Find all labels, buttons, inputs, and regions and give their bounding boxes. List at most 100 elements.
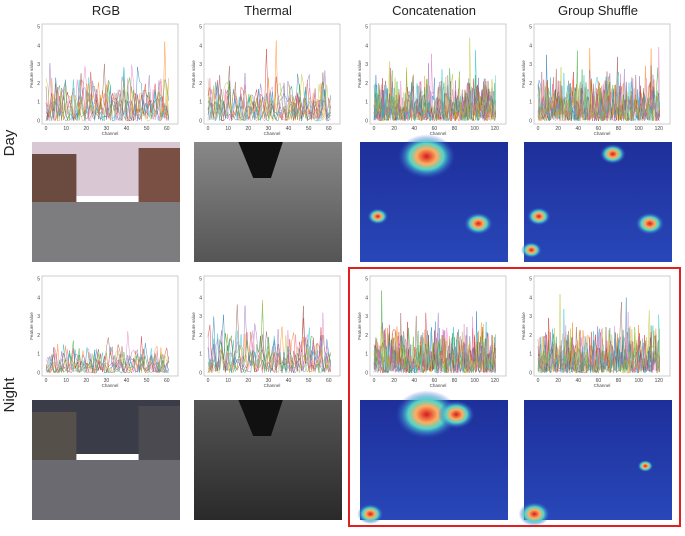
x-tick-label: 60: [326, 126, 332, 132]
y-tick-label: 1: [199, 352, 202, 358]
scene-image: [32, 400, 180, 520]
scene-image: [357, 390, 508, 524]
hot-spot: [398, 134, 456, 179]
x-tick-label: 10: [63, 126, 69, 132]
y-tick-label: 4: [365, 43, 368, 49]
y-tick-label: 2: [365, 81, 368, 87]
y-tick-label: 4: [37, 43, 40, 49]
x-tick-label: 30: [104, 378, 110, 384]
y-tick-label: 3: [529, 62, 532, 68]
hot-spot: [599, 144, 626, 164]
y-tick-label: 2: [365, 333, 368, 339]
x-tick-label: 20: [83, 378, 89, 384]
dark-sky: [238, 400, 283, 436]
y-tick-label: 1: [37, 352, 40, 358]
column-header: Group Shuffle: [558, 3, 638, 18]
x-tick-label: 40: [575, 378, 581, 384]
feature-trace: [373, 312, 496, 374]
feature-trace: [207, 305, 331, 374]
y-tick-label: 3: [365, 62, 368, 68]
heatmap: [524, 400, 672, 520]
x-tick-label: 50: [144, 126, 150, 132]
y-axis-label: Feature value: [357, 312, 362, 340]
y-tick-label: 4: [199, 295, 202, 301]
x-tick-label: 0: [373, 378, 376, 384]
y-axis-label: Feature value: [357, 60, 362, 88]
y-tick-label: 0: [365, 119, 368, 125]
scene-image: [521, 142, 672, 262]
y-axis-label: Feature value: [521, 60, 526, 88]
y-tick-label: 3: [199, 314, 202, 320]
x-tick-label: 100: [470, 126, 479, 132]
x-axis-label: Channel: [102, 131, 119, 136]
hot-spot: [518, 502, 550, 526]
x-tick-label: 10: [63, 378, 69, 384]
y-tick-label: 4: [37, 295, 40, 301]
y-tick-label: 2: [529, 81, 532, 87]
y-tick-label: 3: [37, 314, 40, 320]
hot-spot: [464, 212, 493, 235]
feature-trace: [537, 67, 660, 122]
x-tick-label: 20: [83, 126, 89, 132]
feature-trace: [45, 344, 169, 374]
feature-trace: [537, 46, 660, 122]
feature-trace: [45, 336, 169, 374]
row-label: Night: [1, 377, 18, 413]
x-tick-label: 0: [45, 126, 48, 132]
y-tick-label: 0: [199, 119, 202, 125]
road: [32, 202, 180, 262]
y-tick-label: 5: [199, 277, 202, 283]
x-tick-label: 20: [245, 126, 251, 132]
hot-spot: [637, 460, 654, 472]
y-tick-label: 1: [529, 352, 532, 358]
feature-trace: [45, 349, 169, 374]
x-tick-label: 40: [575, 126, 581, 132]
y-tick-label: 2: [37, 81, 40, 87]
x-tick-label: 40: [411, 378, 417, 384]
feature-trace: [373, 316, 496, 374]
x-tick-label: 40: [124, 126, 130, 132]
y-tick-label: 0: [37, 371, 40, 377]
feature-trace: [207, 74, 331, 122]
x-tick-label: 60: [596, 126, 602, 132]
x-tick-label: 100: [470, 378, 479, 384]
y-tick-label: 2: [529, 333, 532, 339]
feature-trace: [207, 84, 331, 122]
hot-spot: [367, 208, 389, 225]
x-tick-label: 10: [225, 126, 231, 132]
x-tick-label: 120: [491, 126, 500, 132]
y-tick-label: 2: [37, 333, 40, 339]
highlight-box: [348, 267, 681, 527]
y-tick-label: 4: [199, 43, 202, 49]
x-tick-label: 50: [306, 126, 312, 132]
x-tick-label: 60: [596, 378, 602, 384]
y-tick-label: 0: [529, 371, 532, 377]
feature-trace: [45, 67, 169, 122]
column-header: Thermal: [244, 3, 292, 18]
y-tick-label: 5: [37, 25, 40, 31]
hot-spot: [635, 212, 665, 235]
feature-trace: [207, 78, 331, 122]
x-tick-label: 30: [266, 126, 272, 132]
y-axis-label: Feature value: [191, 60, 196, 88]
x-axis-label: Channel: [594, 383, 611, 388]
feature-trace: [537, 312, 660, 374]
x-tick-label: 100: [634, 378, 643, 384]
x-tick-label: 50: [306, 378, 312, 384]
x-tick-label: 0: [45, 378, 48, 384]
x-tick-label: 0: [537, 378, 540, 384]
feature-trace: [537, 294, 660, 374]
x-tick-label: 30: [266, 378, 272, 384]
heatmap: [524, 142, 672, 262]
x-axis-label: Channel: [430, 383, 447, 388]
y-axis-label: Feature value: [29, 312, 34, 340]
feature-trace: [45, 63, 169, 122]
y-tick-label: 1: [199, 100, 202, 106]
y-tick-label: 3: [37, 62, 40, 68]
y-tick-label: 5: [365, 277, 368, 283]
feature-trace: [373, 324, 496, 374]
y-tick-label: 5: [529, 25, 532, 31]
x-tick-label: 120: [491, 378, 500, 384]
x-tick-label: 100: [634, 126, 643, 132]
